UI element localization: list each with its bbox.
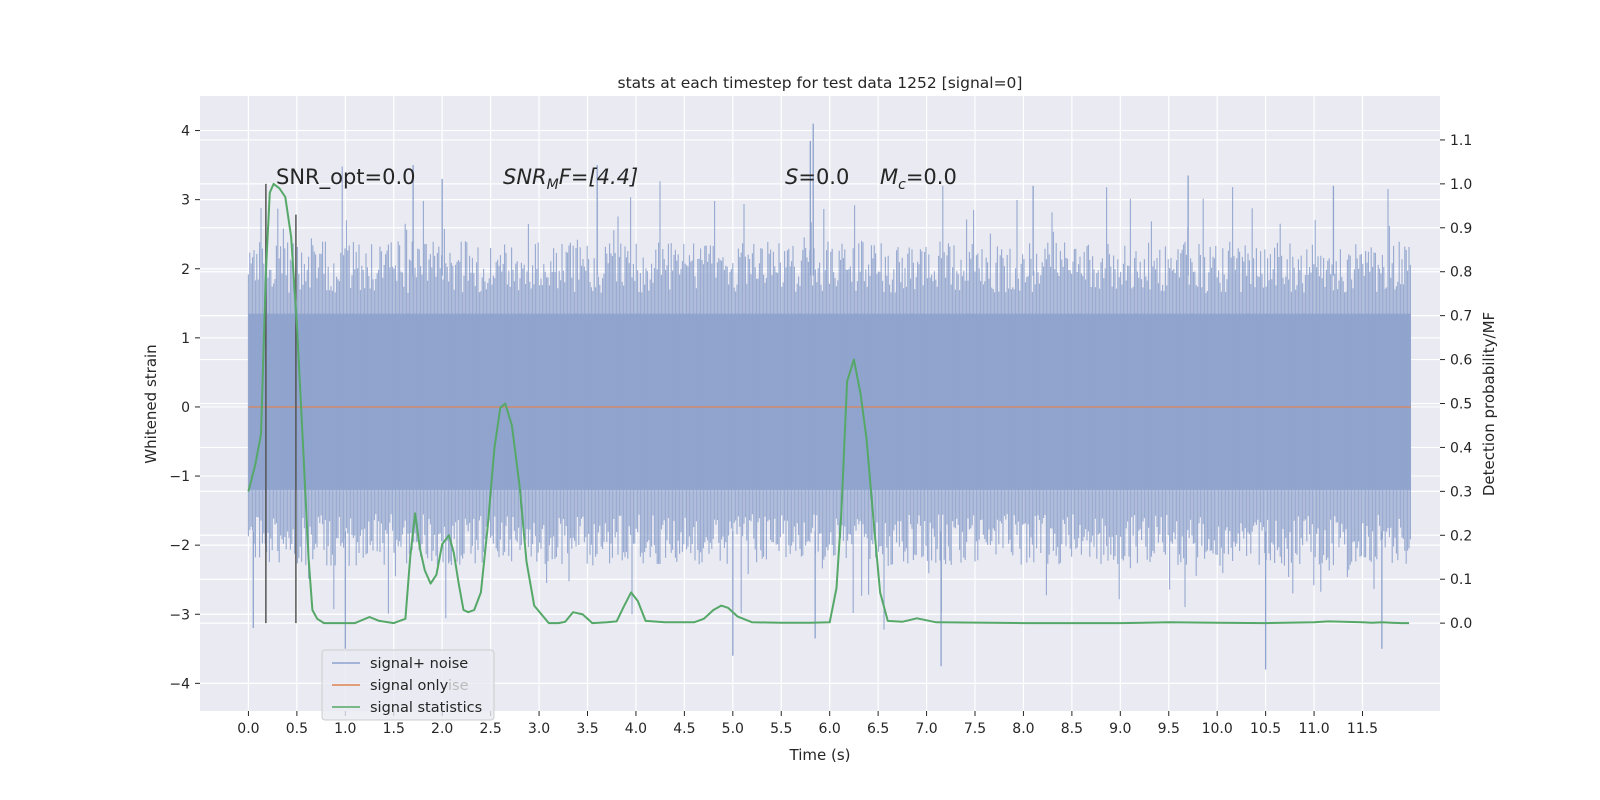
y-tick-label-5: 1 bbox=[181, 331, 190, 347]
annotation-mc-sub: c bbox=[898, 177, 906, 193]
y-tick-label-7: 3 bbox=[181, 193, 190, 209]
annotation-snr-mf-main: SNR bbox=[503, 165, 547, 189]
series-signal-statistics bbox=[247, 182, 1409, 625]
annotation-s-main: S bbox=[785, 165, 798, 189]
y-right-tick-label-11: 1.1 bbox=[1450, 133, 1472, 149]
legend-overlap-text: ise bbox=[448, 678, 469, 694]
legend-box bbox=[321, 649, 495, 721]
y-right-tick-label-7: 0.7 bbox=[1450, 309, 1472, 325]
y-right-tick-label-5: 0.5 bbox=[1450, 397, 1472, 413]
x-tick-label-1: 0.5 bbox=[286, 721, 308, 737]
y-axis-left-ticks: −4 −3 −2 −1 0 1 2 3 4 bbox=[169, 124, 200, 692]
x-tick-label-10: 5.0 bbox=[722, 721, 744, 737]
annotation-mc-main: M bbox=[880, 165, 898, 189]
y-right-tick-label-6: 0.6 bbox=[1450, 353, 1472, 369]
y-tick-label-0: −4 bbox=[169, 676, 190, 692]
x-tick-label-23: 11.5 bbox=[1347, 721, 1378, 737]
x-tick-label-16: 8.0 bbox=[1012, 721, 1034, 737]
x-tick-label-6: 3.0 bbox=[528, 721, 550, 737]
y-tick-label-6: 2 bbox=[181, 262, 190, 278]
annotation-snr-mf-sub: M bbox=[547, 177, 559, 193]
x-tick-label-21: 10.5 bbox=[1250, 721, 1281, 737]
x-tick-label-18: 9.0 bbox=[1109, 721, 1131, 737]
y-tick-label-3: −1 bbox=[169, 469, 190, 485]
x-tick-label-11: 5.5 bbox=[770, 721, 792, 737]
x-tick-label-12: 6.0 bbox=[819, 721, 841, 737]
y-right-tick-label-2: 0.2 bbox=[1450, 528, 1472, 544]
annotation-snr-opt: SNR_opt=0.0 bbox=[276, 165, 416, 190]
annotation-mc-rest: =0.0 bbox=[906, 165, 957, 189]
x-tick-label-9: 4.5 bbox=[673, 721, 695, 737]
y-right-tick-label-3: 0.3 bbox=[1450, 484, 1472, 500]
y-tick-label-4: 0 bbox=[181, 400, 190, 416]
x-axis-label: Time (s) bbox=[789, 746, 851, 764]
noise-trace bbox=[247, 166, 1411, 630]
x-tick-label-8: 4.0 bbox=[625, 721, 647, 737]
x-tick-label-13: 6.5 bbox=[867, 721, 889, 737]
series-signal-plus-noise bbox=[247, 123, 1411, 670]
y-right-tick-label-8: 0.8 bbox=[1450, 265, 1472, 281]
y-tick-label-8: 4 bbox=[181, 124, 190, 140]
x-tick-label-20: 10.0 bbox=[1202, 721, 1233, 737]
annotation-snr-mf: SNRMF=[4.4] bbox=[503, 165, 638, 193]
y-axis-right-ticks: 0.0 0.1 0.2 0.3 0.4 0.5 0.6 0.7 0.8 0.9 1.0 1.1 bbox=[1440, 133, 1472, 632]
x-tick-label-2: 1.0 bbox=[334, 721, 356, 737]
signal-statistics-line bbox=[247, 182, 1409, 625]
x-tick-label-17: 8.5 bbox=[1061, 721, 1083, 737]
y-axis-right-label: Detection probability/MF bbox=[1480, 312, 1498, 496]
annotation-s: S=0.0 bbox=[785, 165, 849, 189]
x-tick-label-5: 2.5 bbox=[479, 721, 501, 737]
x-tick-label-4: 2.0 bbox=[431, 721, 453, 737]
x-tick-label-15: 7.5 bbox=[964, 721, 986, 737]
legend-label-signal-only: signal only bbox=[370, 678, 449, 694]
y-right-tick-label-1: 0.1 bbox=[1450, 572, 1472, 588]
legend-label-signal-plus-noise: signal+ noise bbox=[370, 656, 468, 672]
x-tick-label-19: 9.5 bbox=[1158, 721, 1180, 737]
y-axis-label: Whitened strain bbox=[142, 344, 160, 463]
y-tick-label-1: −3 bbox=[169, 607, 190, 623]
legend: signal+ noise ise signal only signal sta… bbox=[321, 649, 495, 721]
annotation-s-rest: =0.0 bbox=[798, 165, 849, 189]
x-axis-ticks: 0.0 0.5 1.0 1.5 2.0 2.5 3.0 3.5 4.0 4.5 5.0 5.5 6.0 6… bbox=[237, 711, 1378, 737]
chart-title: stats at each timestep for test data 125… bbox=[618, 74, 1023, 92]
y-right-tick-label-9: 0.9 bbox=[1450, 221, 1472, 237]
y-right-tick-label-4: 0.4 bbox=[1450, 440, 1472, 456]
y-tick-label-2: −2 bbox=[169, 538, 190, 554]
y-right-tick-label-0: 0.0 bbox=[1450, 616, 1472, 632]
x-tick-label-3: 1.5 bbox=[383, 721, 405, 737]
x-tick-label-14: 7.0 bbox=[915, 721, 937, 737]
x-tick-label-7: 3.5 bbox=[576, 721, 598, 737]
y-right-tick-label-10: 1.0 bbox=[1450, 177, 1472, 193]
x-tick-label-0: 0.0 bbox=[237, 721, 259, 737]
annotation-mc: Mc=0.0 bbox=[880, 165, 957, 193]
legend-label-signal-statistics: signal statistics bbox=[370, 700, 482, 716]
x-tick-label-22: 11.0 bbox=[1298, 721, 1329, 737]
annotation-snr-mf-rest: F=[4.4] bbox=[559, 165, 638, 189]
